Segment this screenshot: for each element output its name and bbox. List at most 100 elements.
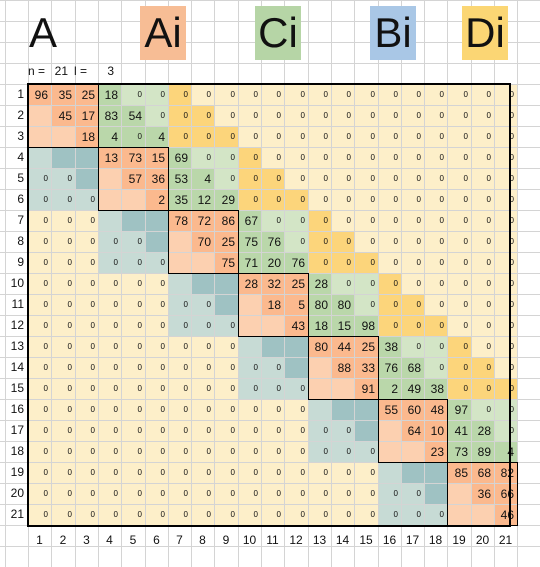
matrix-cell[interactable]: 0 <box>495 274 517 294</box>
matrix-cell[interactable]: 0 <box>146 421 168 441</box>
matrix-cell[interactable] <box>285 358 308 378</box>
matrix-cell[interactable]: 25 <box>355 337 378 357</box>
matrix-cell[interactable]: 0 <box>76 463 98 483</box>
matrix-cell[interactable]: 78 <box>169 211 191 231</box>
matrix-cell[interactable]: 0 <box>355 169 378 189</box>
matrix-cell[interactable]: 13 <box>99 148 121 168</box>
matrix-cell[interactable]: 0 <box>239 85 261 105</box>
matrix-cell[interactable]: 0 <box>169 127 191 147</box>
matrix-cell[interactable]: 0 <box>402 106 424 126</box>
matrix-cell[interactable]: 25 <box>215 232 238 252</box>
matrix-cell[interactable]: 5 <box>285 295 308 315</box>
matrix-cell[interactable]: 0 <box>52 442 75 462</box>
matrix-cell[interactable]: 0 <box>262 85 284 105</box>
matrix-cell[interactable]: 0 <box>99 316 121 336</box>
matrix-cell[interactable]: 18 <box>262 295 284 315</box>
matrix-cell[interactable]: 75 <box>239 232 261 252</box>
matrix-cell[interactable] <box>122 190 145 210</box>
matrix-cell[interactable]: 0 <box>262 442 284 462</box>
matrix-cell[interactable]: 0 <box>192 337 214 357</box>
matrix-cell[interactable]: 76 <box>285 253 308 273</box>
matrix-cell[interactable]: 0 <box>495 148 517 168</box>
matrix-cell[interactable]: 0 <box>29 484 51 504</box>
matrix-cell[interactable]: 0 <box>192 85 214 105</box>
matrix-cell[interactable]: 2 <box>379 379 401 399</box>
matrix-cell[interactable]: 0 <box>239 169 261 189</box>
matrix-cell[interactable]: 0 <box>379 274 401 294</box>
matrix-cell[interactable]: 0 <box>355 463 378 483</box>
matrix-cell[interactable]: 35 <box>169 190 191 210</box>
matrix-cell[interactable]: 4 <box>192 169 214 189</box>
matrix-cell[interactable]: 0 <box>472 190 494 210</box>
matrix-cell[interactable]: 0 <box>285 211 308 231</box>
matrix-cell[interactable]: 0 <box>239 484 261 504</box>
matrix-cell[interactable]: 0 <box>192 505 214 525</box>
matrix-cell[interactable]: 0 <box>402 337 424 357</box>
matrix-cell[interactable]: 0 <box>215 85 238 105</box>
matrix-cell[interactable] <box>448 505 471 525</box>
matrix-cell[interactable]: 0 <box>122 253 145 273</box>
matrix-cell[interactable]: 0 <box>472 379 494 399</box>
matrix-cell[interactable]: 0 <box>99 295 121 315</box>
matrix-cell[interactable]: 0 <box>192 127 214 147</box>
matrix-cell[interactable]: 25 <box>285 274 308 294</box>
matrix-cell[interactable]: 0 <box>169 337 191 357</box>
matrix-cell[interactable] <box>355 400 378 420</box>
matrix-cell[interactable]: 0 <box>379 148 401 168</box>
matrix-cell[interactable]: 0 <box>332 463 354 483</box>
matrix-cell[interactable] <box>355 421 378 441</box>
matrix-cell[interactable] <box>99 190 121 210</box>
matrix-cell[interactable]: 0 <box>215 148 238 168</box>
matrix-cell[interactable]: 0 <box>495 421 517 441</box>
matrix-cell[interactable]: 0 <box>402 85 424 105</box>
matrix-cell[interactable]: 0 <box>239 379 261 399</box>
matrix-cell[interactable]: 0 <box>122 337 145 357</box>
matrix-cell[interactable]: 36 <box>146 169 168 189</box>
matrix-cell[interactable]: 0 <box>262 127 284 147</box>
matrix-cell[interactable]: 0 <box>309 127 331 147</box>
matrix-cell[interactable]: 0 <box>472 169 494 189</box>
matrix-cell[interactable]: 91 <box>355 379 378 399</box>
matrix-cell[interactable]: 0 <box>29 358 51 378</box>
matrix-cell[interactable]: 68 <box>402 358 424 378</box>
matrix-cell[interactable]: 0 <box>192 400 214 420</box>
matrix-cell[interactable]: 0 <box>402 316 424 336</box>
matrix-cell[interactable]: 0 <box>355 85 378 105</box>
matrix-cell[interactable]: 0 <box>285 106 308 126</box>
matrix-cell[interactable]: 0 <box>472 316 494 336</box>
matrix-cell[interactable]: 73 <box>448 442 471 462</box>
matrix-cell[interactable]: 0 <box>425 85 447 105</box>
matrix-cell[interactable]: 0 <box>29 274 51 294</box>
matrix-cell[interactable]: 0 <box>285 148 308 168</box>
matrix-cell[interactable] <box>262 337 284 357</box>
matrix-cell[interactable]: 12 <box>192 190 214 210</box>
matrix-cell[interactable]: 0 <box>262 505 284 525</box>
matrix-cell[interactable]: 0 <box>495 379 517 399</box>
matrix-cell[interactable]: 0 <box>448 127 471 147</box>
matrix-cell[interactable]: 80 <box>309 337 331 357</box>
matrix-cell[interactable]: 15 <box>332 316 354 336</box>
matrix-cell[interactable]: 0 <box>215 379 238 399</box>
matrix-cell[interactable]: 0 <box>309 505 331 525</box>
matrix-cell[interactable]: 0 <box>332 274 354 294</box>
matrix-cell[interactable] <box>425 484 447 504</box>
matrix-cell[interactable]: 0 <box>76 232 98 252</box>
matrix-cell[interactable]: 0 <box>309 421 331 441</box>
matrix-cell[interactable]: 2 <box>146 190 168 210</box>
matrix-cell[interactable]: 18 <box>99 85 121 105</box>
matrix-cell[interactable]: 0 <box>495 337 517 357</box>
matrix-cell[interactable]: 38 <box>379 337 401 357</box>
matrix-cell[interactable]: 20 <box>262 253 284 273</box>
matrix-cell[interactable] <box>239 295 261 315</box>
matrix-cell[interactable]: 0 <box>355 295 378 315</box>
matrix-cell[interactable]: 4 <box>146 127 168 147</box>
matrix-cell[interactable]: 25 <box>76 85 98 105</box>
matrix-cell[interactable]: 4 <box>495 442 517 462</box>
matrix-cell[interactable]: 85 <box>448 463 471 483</box>
matrix-cell[interactable]: 0 <box>262 169 284 189</box>
matrix-cell[interactable]: 0 <box>425 295 447 315</box>
matrix-cell[interactable]: 0 <box>472 295 494 315</box>
matrix-cell[interactable]: 28 <box>309 274 331 294</box>
matrix-cell[interactable]: 0 <box>309 169 331 189</box>
matrix-cell[interactable]: 0 <box>76 295 98 315</box>
